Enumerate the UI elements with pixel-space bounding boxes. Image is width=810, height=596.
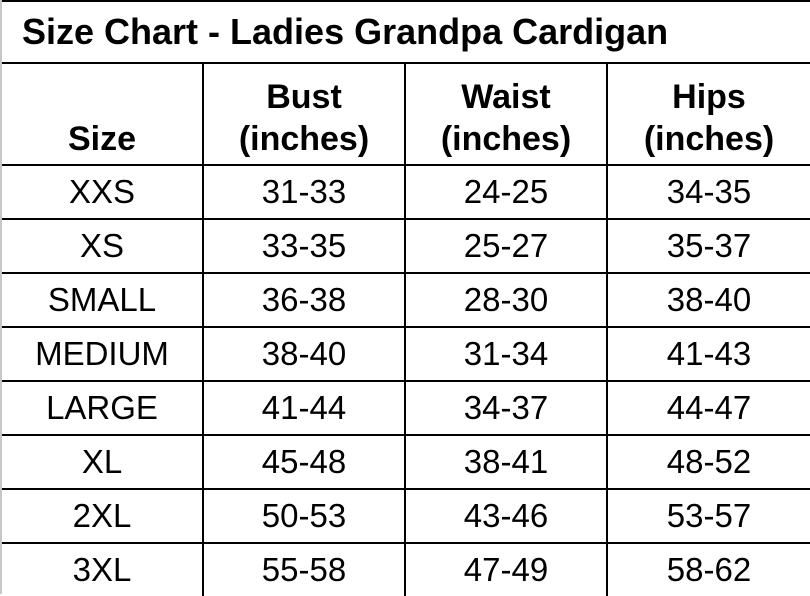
header-label: Waist [461, 78, 551, 116]
hips-cell: 53-57 [605, 488, 810, 544]
size-cell: 2XL [2, 488, 204, 544]
table-row: SMALL 36-38 28-30 38-40 [2, 272, 810, 328]
waist-cell: 47-49 [404, 542, 608, 596]
header-size: Size [2, 62, 204, 166]
waist-cell: 24-25 [404, 164, 608, 220]
waist-cell: 25-27 [404, 218, 608, 274]
header-row: Size Bust (inches) Waist (inches) Hips (inc… [2, 62, 810, 166]
table-row: XS 33-35 25-27 35-37 [2, 218, 810, 274]
size-cell: XS [2, 218, 204, 274]
hips-cell: 41-43 [605, 326, 810, 382]
waist-cell: 38-41 [404, 434, 608, 490]
waist-cell: 43-46 [404, 488, 608, 544]
size-cell: MEDIUM [2, 326, 204, 382]
header-waist: Waist (inches) [404, 62, 608, 166]
bust-cell: 41-44 [202, 380, 406, 436]
hips-cell: 38-40 [605, 272, 810, 328]
bust-cell: 38-40 [202, 326, 406, 382]
hips-cell: 34-35 [605, 164, 810, 220]
table-row: XL 45-48 38-41 48-52 [2, 434, 810, 490]
table-row: XXS 31-33 24-25 34-35 [2, 164, 810, 220]
bust-cell: 50-53 [202, 488, 406, 544]
header-unit: (inches) [440, 120, 572, 158]
hips-cell: 35-37 [605, 218, 810, 274]
header-label: Hips [672, 78, 746, 116]
header-unit: (inches) [238, 120, 370, 158]
header-hips: Hips (inches) [605, 62, 810, 166]
table-title: Size Chart - Ladies Grandpa Cardigan [2, 0, 810, 64]
bust-cell: 31-33 [202, 164, 406, 220]
bust-cell: 45-48 [202, 434, 406, 490]
table-row: LARGE 41-44 34-37 44-47 [2, 380, 810, 436]
header-unit: (inches) [643, 120, 775, 158]
left-edge [0, 0, 2, 594]
hips-cell: 48-52 [605, 434, 810, 490]
hips-cell: 58-62 [605, 542, 810, 596]
table-row: 2XL 50-53 43-46 53-57 [2, 488, 810, 544]
header-label: Bust [266, 78, 342, 116]
size-cell: SMALL [2, 272, 204, 328]
table-row: MEDIUM 38-40 31-34 41-43 [2, 326, 810, 382]
waist-cell: 34-37 [404, 380, 608, 436]
size-cell: 3XL [2, 542, 204, 596]
bust-cell: 36-38 [202, 272, 406, 328]
size-cell: LARGE [2, 380, 204, 436]
size-cell: XXS [2, 164, 204, 220]
bust-cell: 55-58 [202, 542, 406, 596]
waist-cell: 31-34 [404, 326, 608, 382]
header-bust: Bust (inches) [202, 62, 406, 166]
bust-cell: 33-35 [202, 218, 406, 274]
waist-cell: 28-30 [404, 272, 608, 328]
table-row: 3XL 55-58 47-49 58-62 [2, 542, 810, 596]
size-cell: XL [2, 434, 204, 490]
header-label: Size [67, 120, 137, 158]
hips-cell: 44-47 [605, 380, 810, 436]
